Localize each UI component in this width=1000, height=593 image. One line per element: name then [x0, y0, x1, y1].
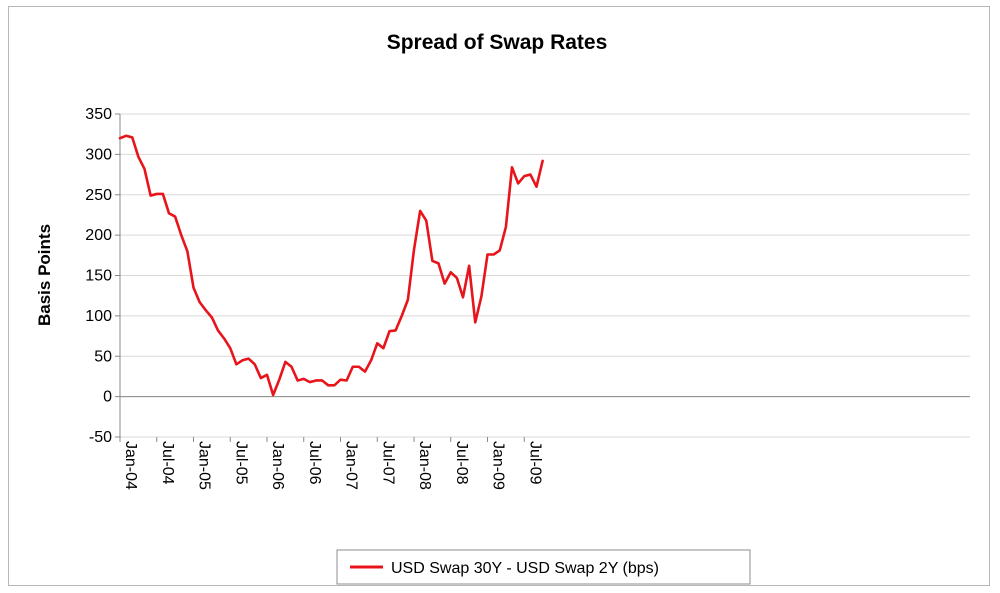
series-group — [118, 134, 544, 397]
y-tick-label: 50 — [94, 348, 112, 365]
y-tick-label: 250 — [85, 187, 112, 204]
x-tick-label: Jul-09 — [526, 441, 543, 485]
y-tick-label: 300 — [85, 146, 112, 163]
y-tick-label: 0 — [103, 389, 112, 406]
y-tick-label: 100 — [85, 308, 112, 325]
x-tick-label: Jan-09 — [490, 441, 507, 490]
x-tick-label: Jul-08 — [453, 441, 470, 485]
x-tick-label: Jan-06 — [269, 441, 286, 490]
y-tick-label: 150 — [85, 268, 112, 285]
chart-title: Spread of Swap Rates — [387, 31, 608, 54]
x-tick-label: Jul-07 — [379, 441, 396, 485]
x-tick-label: Jan-08 — [416, 441, 433, 490]
legend: USD Swap 30Y - USD Swap 2Y (bps) — [336, 549, 751, 585]
x-tick-label: Jul-04 — [159, 441, 176, 485]
x-tick-label: Jan-05 — [196, 441, 213, 490]
x-tick-label: Jul-06 — [306, 441, 323, 485]
legend-entry-label: USD Swap 30Y - USD Swap 2Y (bps) — [391, 560, 659, 577]
y-axis-ticks: -50 0 50 100 150 200 250 300 350 — [85, 106, 120, 446]
y-tick-label: 350 — [85, 106, 112, 123]
series-line — [118, 134, 544, 397]
y-tick-label: -50 — [89, 429, 112, 446]
x-tick-label: Jan-07 — [343, 441, 360, 490]
y-tick-label: 200 — [85, 227, 112, 244]
x-axis-ticks: Jan-04 Jul-04 Jan-05 Jul-05 Jan-06 Jul-06 Jan-… — [119, 437, 543, 490]
legend-box — [336, 549, 751, 585]
chart-frame — [8, 6, 990, 586]
x-tick-label: Jul-05 — [232, 441, 249, 485]
gridlines — [119, 113, 970, 438]
x-tick-label: Jan-04 — [122, 441, 139, 490]
y-axis-label: Basis Points — [35, 224, 54, 326]
